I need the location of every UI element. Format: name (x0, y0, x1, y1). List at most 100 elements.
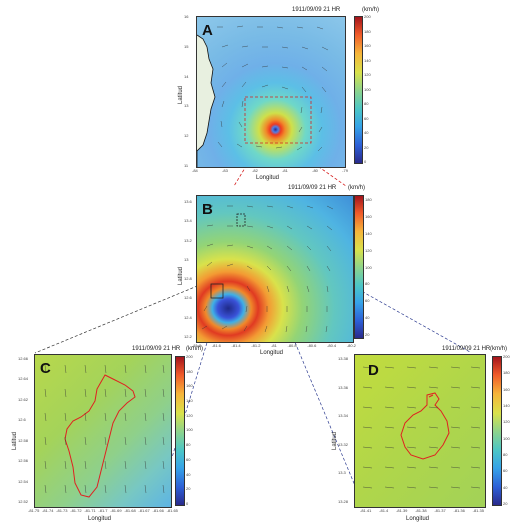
x-tick: -81.41 (360, 508, 372, 513)
y-tick: 13.32 (338, 441, 349, 447)
cbar-tick: 100 (364, 86, 371, 92)
panel-d-letter: D (368, 362, 379, 379)
panel-d-colorbar (492, 356, 502, 506)
panel-b-cbar-ticks: 180 160 140 120 100 80 60 40 20 (365, 197, 372, 337)
cbar-tick: 80 (365, 281, 370, 287)
cbar-tick: 0 (364, 159, 367, 164)
cbar-tick: 80 (503, 451, 508, 457)
cbar-tick: 40 (503, 484, 508, 490)
cbar-tick: 140 (365, 230, 372, 236)
panel-b-xticks: -81.8 -81.6 -81.4 -81.2 -81 -80.8 -80.6 … (192, 343, 356, 348)
x-tick: -81.71 (84, 508, 96, 513)
panel-b-ylabel: Latitud (178, 266, 184, 285)
cbar-tick: 120 (186, 412, 193, 418)
panel-d-xlabel: Longitud (406, 516, 430, 522)
x-tick: -81 (271, 343, 277, 348)
panel-a-wind-vectors (217, 25, 329, 152)
x-tick: -81.67 (138, 508, 150, 513)
panel-c-xlabel: Longitud (88, 516, 112, 522)
panel-d-unit: (km/h) (490, 346, 507, 352)
panel-c: 1911/09/09 21 HR (km/h) C 200 180 160 14… (10, 340, 210, 530)
panel-d-island-outline (400, 392, 450, 460)
panel-a-map (196, 16, 346, 168)
y-tick: 13.28 (338, 498, 349, 504)
y-tick: 12.66 (18, 356, 29, 361)
panel-c-colorbar (175, 356, 185, 506)
cbar-tick: 80 (364, 101, 369, 106)
y-tick: 13.6 (184, 199, 192, 204)
x-tick: -81.35 (472, 508, 484, 513)
y-tick: 12.6 (184, 295, 192, 301)
y-tick: 13.34 (338, 413, 349, 419)
x-tick: -84 (192, 168, 198, 173)
cbar-tick: 40 (365, 315, 370, 321)
panel-a-ylabel: Latitud (178, 85, 184, 104)
x-tick: -81.73 (56, 508, 68, 513)
cbar-tick: 100 (503, 435, 510, 441)
cbar-tick: 140 (503, 402, 510, 408)
x-tick: -81 (282, 168, 288, 173)
cbar-tick: 40 (186, 471, 191, 477)
panel-a-xticks: -84 -83 -82 -81 -80 -79 (192, 168, 348, 173)
y-tick: 13 (184, 256, 189, 262)
cbar-tick: 140 (364, 57, 371, 63)
panel-d: 1911/09/09 21 HR (km/h) D 200 180 160 14… (320, 340, 520, 530)
x-tick: -81.4 (231, 343, 241, 348)
y-tick: 12.4 (184, 314, 192, 320)
cbar-tick: 60 (503, 468, 508, 474)
y-tick: 12.52 (18, 498, 29, 504)
cbar-tick: 20 (503, 500, 508, 506)
x-tick: -81.7 (98, 508, 108, 513)
cbar-tick: 200 (186, 354, 193, 359)
panel-b-zoom-box-c (210, 283, 224, 299)
panel-a-overlay (197, 25, 329, 167)
x-tick: -80.4 (327, 343, 337, 348)
cbar-tick: 20 (364, 144, 369, 150)
x-tick: -81.66 (152, 508, 164, 513)
panel-b: 1911/09/09 21 HR (km/h) B 180 160 140 12… (178, 185, 384, 365)
panel-b-title: 1911/09/09 21 HR (288, 185, 337, 191)
x-tick: -81.75 (28, 508, 40, 513)
cbar-tick: 200 (503, 354, 510, 359)
panel-b-xlabel: Longitud (260, 350, 284, 356)
x-tick: -81.37 (434, 508, 446, 513)
cbar-tick: 120 (503, 419, 510, 425)
panel-a-cbar-ticks: 200 180 160 140 120 100 80 60 40 20 0 (364, 14, 371, 164)
cbar-tick: 160 (364, 43, 371, 48)
y-tick: 12.6 (18, 417, 26, 423)
panel-a-yticks: 16 15 14 13 12 11 (184, 14, 188, 168)
cbar-tick: 180 (364, 28, 371, 34)
panel-d-yticks: 13.38 13.36 13.34 13.32 13.3 13.28 (338, 356, 348, 504)
x-tick: -81.65 (166, 508, 178, 513)
cbar-tick: 20 (365, 332, 370, 337)
y-tick: 13.3 (338, 470, 346, 476)
panel-c-cbar-ticks: 200 180 160 140 120 100 80 60 40 20 0 (186, 354, 193, 506)
cbar-tick: 200 (364, 14, 371, 19)
panel-c-yticks: 12.66 12.64 12.62 12.6 12.58 12.56 12.54… (18, 356, 28, 504)
cbar-tick: 160 (186, 383, 193, 389)
x-tick: -80.2 (346, 343, 356, 348)
y-tick: 13.4 (184, 218, 192, 224)
y-tick: 12 (184, 133, 189, 139)
panel-b-unit: (km/h) (348, 185, 365, 191)
y-tick: 14 (184, 73, 189, 79)
x-tick: -82 (252, 168, 258, 173)
cbar-tick: 160 (365, 213, 372, 219)
panel-a-zoom-box (244, 96, 312, 144)
y-tick: 12.54 (18, 478, 29, 484)
panel-a-coastline (197, 34, 216, 167)
cbar-tick: 40 (364, 130, 369, 135)
panel-c-unit: (km/h) (186, 346, 203, 352)
x-tick: -83 (222, 168, 228, 173)
panel-b-wind-vectors (201, 205, 334, 333)
cbar-tick: 20 (186, 486, 191, 492)
x-tick: -81.8 (192, 343, 202, 348)
y-tick: 13 (184, 103, 189, 109)
y-tick: 11 (184, 162, 189, 168)
panel-b-yticks: 13.6 13.4 13.2 13 12.8 12.6 12.4 12.2 (184, 199, 192, 339)
x-tick: -81.4 (379, 508, 389, 513)
cbar-tick: 180 (186, 368, 193, 374)
panel-d-map (354, 354, 486, 508)
panel-c-ylabel: Latitud (12, 431, 18, 450)
cbar-tick: 60 (365, 298, 370, 304)
